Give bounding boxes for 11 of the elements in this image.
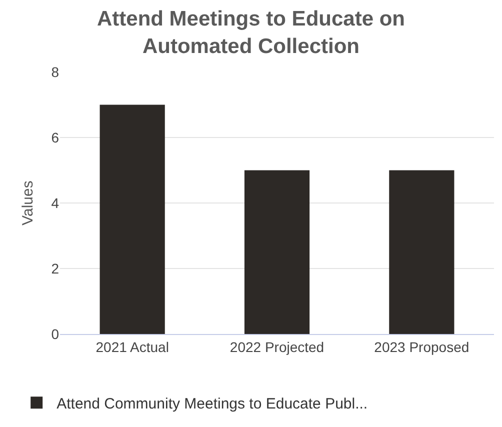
y-tick-label: 0 — [51, 326, 60, 342]
x-tick-label: 2023 Proposed — [374, 338, 470, 355]
x-tick-label: 2021 Actual — [96, 338, 169, 355]
y-tick-label: 8 — [51, 64, 60, 80]
y-tick-label: 4 — [51, 194, 60, 211]
legend-label: Attend Community Meetings to Educate Publ... — [56, 396, 368, 412]
y-tick-label: 2 — [51, 260, 60, 276]
y-tick-label: 6 — [51, 129, 60, 146]
y-axis-title: Values — [19, 180, 36, 226]
chart-title: Attend Meetings to Educate on Automated Collection — [96, 8, 406, 58]
x-tick-label: 2022 Projected — [230, 338, 324, 355]
